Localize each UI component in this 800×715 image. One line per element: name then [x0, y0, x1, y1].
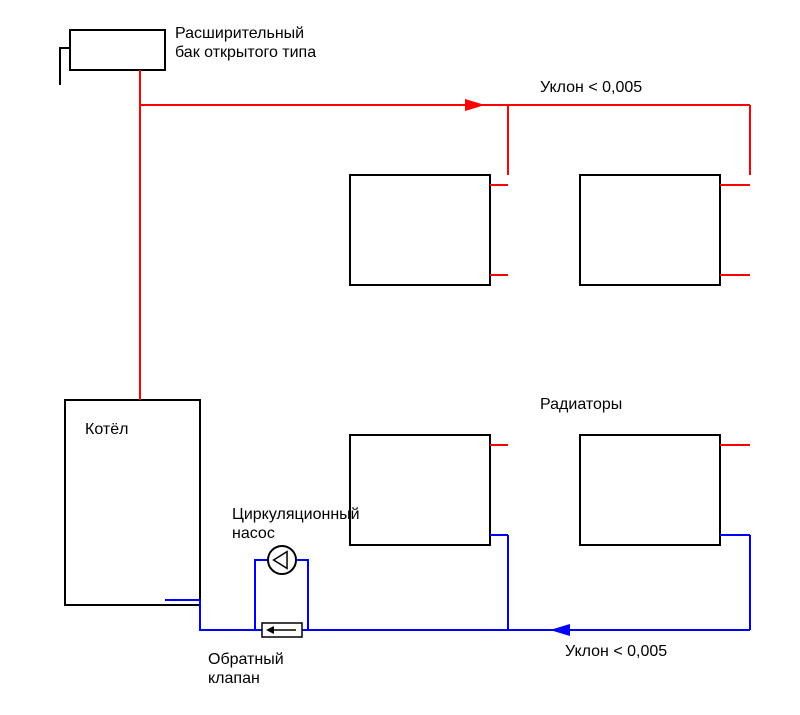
label-boiler: Котёл: [85, 420, 128, 439]
diagram-container: Расширительныйбак открытого типа Уклон <…: [0, 0, 800, 715]
rad_bl-box: [350, 435, 490, 545]
label-check-valve: Обратныйклапан: [208, 650, 284, 688]
diagram-svg: [0, 0, 800, 715]
pump-icon: [268, 546, 296, 574]
rad_br-box: [580, 435, 720, 545]
check-valve-icon: [262, 623, 302, 637]
expansion_tank-box: [70, 30, 165, 70]
pipe-return_main: [165, 600, 750, 630]
label-expansion-tank: Расширительныйбак открытого типа: [175, 24, 316, 62]
arrow-icon: [550, 624, 570, 636]
label-slope-top: Уклон < 0,005: [540, 78, 642, 97]
label-radiators: Радиаторы: [540, 395, 622, 414]
label-pump: Циркуляционныйнасос: [232, 505, 360, 543]
arrow-icon: [465, 99, 485, 111]
label-slope-bottom: Уклон < 0,005: [565, 642, 667, 661]
rad_tl-box: [350, 175, 490, 285]
rad_tr-box: [580, 175, 720, 285]
pipe-tank_riser: [60, 48, 70, 85]
